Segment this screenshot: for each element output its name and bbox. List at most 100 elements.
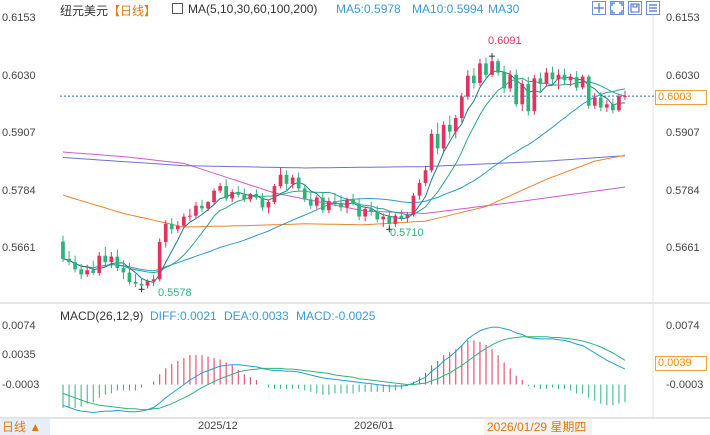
y-axis-label-right-1: 0.6153 (666, 12, 700, 24)
candle-body (351, 199, 355, 204)
candle-body (490, 61, 494, 75)
macd-title: MACD(26,12,9) (60, 309, 144, 323)
fullscreen-icon[interactable] (610, 1, 624, 15)
candle-body (472, 75, 476, 83)
x-axis-label-jan: 2026/01 (354, 420, 394, 432)
y-axis-label-left-5: 0.5661 (2, 242, 36, 254)
ma30-line (62, 88, 626, 272)
candle-body (544, 72, 549, 84)
candle-body (363, 208, 367, 217)
y-axis-label-left-4: 0.5784 (2, 185, 36, 197)
candle-body (302, 188, 307, 200)
candle-body (423, 170, 428, 183)
low-annotation-1: 0.5710 (390, 227, 424, 239)
macd-header: MACD(26,12,9) DIFF:0.0021 DEA:0.0033 MAC… (0, 309, 700, 325)
period-label[interactable]: 【日线】 (108, 4, 157, 18)
macd-y-label-left-3: -0.0003 (2, 379, 40, 391)
candle-body (508, 74, 512, 89)
candle-body (176, 225, 180, 230)
candle-body (466, 75, 470, 97)
candle-body (592, 97, 597, 106)
current-price-tag: 0.6003 (655, 90, 707, 105)
candle-body (266, 202, 271, 208)
candle-body (345, 199, 349, 208)
candle-body (145, 281, 150, 286)
candle-body (460, 96, 464, 118)
candle-body (375, 212, 380, 220)
candle-body (248, 193, 253, 200)
candle-body (417, 182, 422, 196)
candle-body (321, 197, 325, 211)
candle-body (435, 133, 440, 149)
high-annotation: 0.6091 (488, 35, 522, 47)
candle-body (538, 78, 543, 84)
ma10-value: MA10:0.5994 (412, 2, 484, 16)
candle-body (617, 96, 621, 111)
ma10-line (62, 77, 626, 274)
candle-body (182, 216, 186, 226)
y-axis-label-left-2: 0.6030 (2, 70, 36, 82)
candle-body (121, 267, 126, 273)
candle-body (61, 241, 65, 259)
candle-body (236, 192, 241, 195)
candle-body (200, 205, 204, 209)
candle-body (478, 63, 482, 83)
macd-y-label-right-1: 0.0074 (666, 320, 700, 332)
candle-body (611, 104, 615, 111)
candle-body (598, 97, 603, 108)
candle-body (556, 74, 561, 80)
y-axis-label-right-4: 0.5784 (666, 185, 700, 197)
macd-dea-value: DEA:0.0033 (224, 309, 289, 323)
ma60-line (62, 154, 626, 228)
candle-body (163, 223, 168, 242)
candle-body (441, 124, 446, 149)
y-axis-label-right-3: 0.5907 (666, 127, 700, 139)
candle-body (333, 201, 337, 203)
candle-body (242, 194, 247, 200)
candle-body (73, 262, 77, 270)
candle-body (357, 203, 361, 217)
candle-body (79, 269, 83, 275)
ma200-line (62, 151, 626, 214)
candle-body (339, 202, 343, 208)
candle-body (405, 214, 410, 218)
macd-dif-line (62, 326, 626, 414)
candle-body (296, 177, 301, 189)
candle-body (308, 199, 313, 206)
candle-body (381, 216, 386, 220)
crosshair-icon[interactable] (592, 1, 606, 15)
period-selector-button[interactable]: 日线 ▲ (0, 419, 50, 435)
candle-body (393, 215, 398, 224)
candle-body (212, 190, 216, 203)
save-image-icon[interactable] (628, 1, 642, 15)
ma100-line (62, 155, 626, 169)
candle-body (254, 193, 259, 198)
candle-body (127, 272, 132, 282)
candle-body (115, 256, 120, 268)
candle-body (623, 96, 627, 98)
crosshair-date-label: 2026/01/29 星期四 (484, 419, 592, 435)
candle-body (230, 192, 234, 199)
candle-body (284, 174, 289, 184)
x-axis-label-dec: 2025/12 (198, 420, 238, 432)
candle-body (429, 133, 434, 171)
candle-body (453, 118, 458, 132)
candle-body (109, 256, 114, 263)
candle-body (272, 186, 277, 202)
macd-y-label-left-2: 0.0035 (2, 349, 36, 361)
symbol-label: 纽元美元 (60, 4, 109, 18)
candle-body (580, 76, 585, 88)
ma-legend-label: MA(5,10,30,60,100,200) (188, 2, 318, 16)
ma-checkbox-icon[interactable] (172, 3, 183, 14)
candle-body (169, 223, 174, 230)
settings-icon[interactable] (646, 1, 660, 15)
candle-body (157, 242, 162, 280)
candle-body (91, 270, 96, 273)
candle-body (103, 255, 108, 263)
candle-body (278, 174, 283, 187)
candle-body (496, 61, 500, 73)
candle-body (562, 74, 567, 81)
candle-body (502, 72, 506, 89)
ma5-value: MA5:0.5978 (336, 2, 401, 16)
